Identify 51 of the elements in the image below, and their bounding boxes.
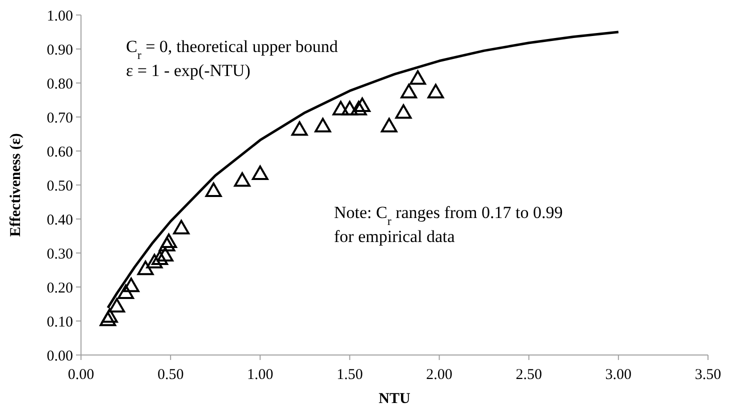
point [137,260,154,276]
x-axis-title: NTU [378,391,410,407]
point [156,247,174,262]
point [101,308,118,323]
y-tick-label: 0.40 [46,212,73,228]
y-tick-label: 0.90 [46,42,73,58]
y-tick-label: 0.80 [46,76,73,92]
point [400,84,418,98]
y-tick-label: 0.00 [46,348,73,364]
annotation: ε = 1 - exp(-NTU) [126,61,250,80]
y-tick-label: 0.10 [46,314,73,330]
point [108,298,126,313]
point [173,220,190,234]
point [350,100,367,116]
point [158,236,176,252]
point [354,97,370,112]
point [410,70,426,85]
y-tick-label: 0.30 [46,246,73,262]
point [395,104,412,119]
x-tick-label: 3.50 [694,367,722,383]
y-axis-title: Effectiveness (ε) [8,133,24,237]
y-tick-label: 0.60 [46,144,73,160]
point [160,233,177,248]
annotation: C$_{r}$ = 0, theoretical upper bound [126,37,338,62]
point [146,254,163,268]
point [118,284,134,299]
annotation: for empirical data [334,227,456,246]
point [314,118,332,132]
x-tick-label: 2.00 [426,367,452,383]
x-tick-label: 2.50 [516,367,542,383]
y-tick-label: 0.70 [46,110,73,126]
x-tick-label: 3.00 [605,367,632,383]
x-tick-label: 0.00 [68,367,94,383]
point [332,100,349,116]
point [427,84,444,98]
annotation: Note: C$_{r}$ ranges from 0.17 to 0.99 [334,203,563,228]
x-tick-label: 1.00 [247,367,274,383]
point [291,121,308,136]
x-tick-label: 0.50 [157,367,184,383]
point [380,118,398,132]
point [234,172,250,187]
y-tick-label: 0.50 [46,178,73,194]
point [342,100,358,116]
point [252,165,268,180]
y-tick-label: 1.00 [46,8,73,24]
point [100,312,116,326]
y-tick-label: 0.20 [46,280,73,296]
point [122,278,140,292]
point [152,250,168,265]
point [205,182,222,197]
x-tick-label: 1.50 [336,367,363,383]
